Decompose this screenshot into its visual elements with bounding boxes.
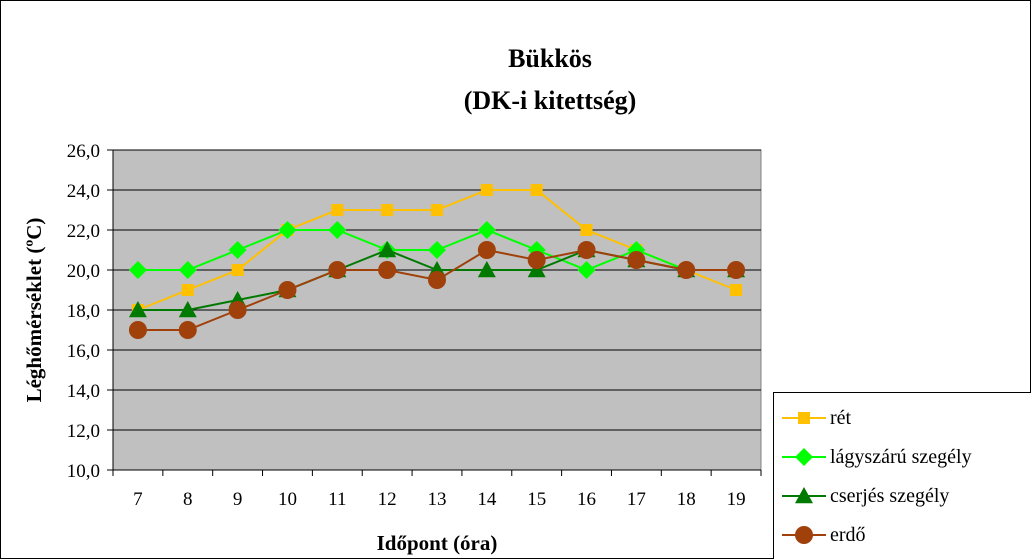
y-tick-label: 14,0: [67, 381, 100, 402]
x-tick-label: 10: [278, 489, 297, 510]
x-tick-label: 18: [677, 489, 696, 510]
data-point-erdo: [527, 251, 546, 269]
y-tick-label: 26,0: [67, 141, 100, 162]
legend-marker: [795, 487, 813, 504]
x-tick-label: 16: [577, 489, 596, 510]
data-point-erdo: [128, 321, 147, 339]
data-point-lagyszaru-szegely: [128, 261, 147, 279]
y-axis-title: Léghőmérséklet (ºC): [22, 218, 46, 403]
data-point-lagyszaru-szegely: [278, 221, 297, 239]
legend-marker: [798, 412, 810, 424]
legend-item-lagyszaru-szegely: lágyszárú szegély: [782, 442, 972, 472]
data-point-lagyszaru-szegely: [228, 241, 247, 259]
data-point-ret: [580, 224, 593, 236]
x-tick-label: 17: [627, 489, 646, 510]
x-tick-label: 14: [477, 489, 497, 510]
data-point-cserjes-szegely: [527, 261, 546, 278]
legend-marker: [795, 448, 813, 466]
data-point-lagyszaru-szegely: [328, 221, 347, 239]
y-tick-label: 18,0: [67, 301, 100, 322]
data-point-erdo: [378, 261, 397, 279]
data-point-cserjes-szegely: [477, 261, 496, 278]
y-tick-label: 22,0: [67, 221, 100, 242]
data-point-cserjes-szegely: [178, 301, 197, 318]
y-tick-label: 20,0: [67, 261, 100, 282]
legend-swatch-erdo: [782, 526, 826, 544]
chart-subtitle: (DK-i kitettség): [463, 86, 637, 115]
data-point-ret: [181, 284, 194, 296]
y-tick-label: 10,0: [67, 461, 100, 482]
series-lagyszaru-szegely: [128, 221, 746, 279]
legend-label-lagyszaru-szegely: lágyszárú szegély: [830, 445, 972, 468]
data-point-ret: [231, 264, 244, 276]
legend-item-ret: rét: [782, 403, 851, 433]
data-point-ret: [431, 204, 443, 216]
x-tick-label: 15: [527, 489, 546, 510]
data-point-erdo: [727, 261, 746, 279]
series-erdo: [128, 241, 746, 339]
legend-label-erdo: erdő: [830, 523, 866, 546]
data-point-lagyszaru-szegely: [577, 261, 596, 279]
data-point-ret: [381, 204, 394, 216]
data-point-ret: [480, 184, 493, 196]
data-point-erdo: [328, 261, 347, 279]
x-tick-label: 8: [183, 489, 193, 510]
data-point-lagyszaru-szegely: [477, 221, 496, 239]
x-tick-label: 9: [233, 489, 243, 510]
data-point-cserjes-szegely: [128, 301, 147, 318]
x-tick-label: 7: [133, 489, 143, 510]
data-point-erdo: [577, 241, 596, 259]
data-point-lagyszaru-szegely: [428, 241, 446, 259]
legend-swatch-cserjes-szegely: [782, 487, 826, 504]
x-tick-label: 11: [328, 489, 346, 510]
data-point-erdo: [228, 301, 247, 319]
data-point-ret: [530, 184, 543, 196]
chart-title: Bükkös: [508, 44, 592, 73]
data-point-erdo: [677, 261, 696, 279]
x-tick-label: 12: [378, 489, 397, 510]
data-point-erdo: [278, 281, 297, 299]
x-tick-label: 13: [428, 489, 447, 510]
data-point-ret: [730, 284, 743, 296]
y-tick-label: 16,0: [67, 341, 100, 362]
data-point-erdo: [428, 271, 446, 289]
legend-swatch-ret: [782, 412, 826, 424]
data-point-erdo: [178, 321, 197, 339]
legend-label-cserjes-szegely: cserjés szegély: [830, 484, 950, 507]
data-point-ret: [331, 204, 344, 216]
data-point-erdo: [627, 251, 646, 269]
y-tick-label: 12,0: [67, 421, 100, 442]
y-tick-label: 24,0: [67, 181, 100, 202]
legend-label-ret: rét: [830, 406, 852, 429]
data-point-erdo: [477, 241, 496, 259]
data-point-cserjes-szegely: [378, 241, 397, 258]
legend-item-cserjes-szegely: cserjés szegély: [782, 481, 949, 511]
legend-item-erdo: erdő: [782, 520, 866, 550]
legend: rét lágyszárú szegély cserjés szegély er…: [773, 392, 1031, 559]
data-point-lagyszaru-szegely: [178, 261, 197, 279]
legend-marker: [795, 526, 813, 544]
x-axis-title: Időpont (óra): [377, 531, 498, 555]
x-tick-label: 19: [727, 489, 746, 510]
legend-swatch-lagyszaru-szegely: [782, 448, 826, 466]
